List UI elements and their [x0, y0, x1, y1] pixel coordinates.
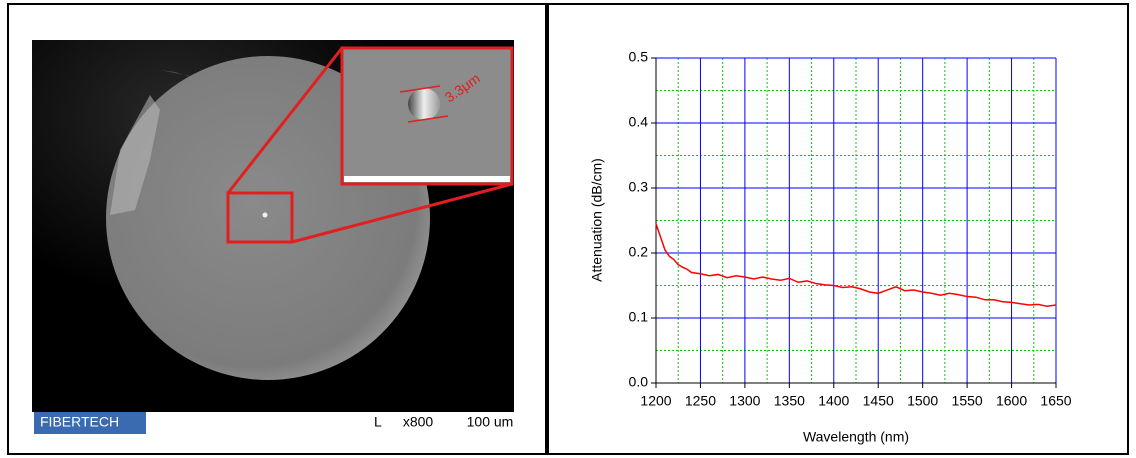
y-axis-title: Attenuation (dB/cm): [589, 158, 605, 282]
zoom-box: [226, 191, 294, 244]
core: [262, 212, 268, 218]
x-axis-title: Wavelength (nm): [803, 429, 909, 445]
inset-core: [408, 88, 440, 120]
measure-line: [407, 115, 449, 123]
x-tick-label: 1400: [818, 393, 849, 409]
x-tick-label: 1300: [729, 393, 760, 409]
data-line: [655, 223, 1057, 308]
x-tick-label: 1500: [907, 393, 938, 409]
y-tick-label: 0.1: [629, 309, 649, 325]
zoom-line: [291, 182, 513, 244]
y-tick-label: 0.4: [629, 114, 649, 130]
right-panel: [547, 3, 1129, 455]
logo-box: [34, 412, 146, 434]
x-tick-label: 1250: [685, 393, 716, 409]
scale-mode: L: [374, 414, 382, 430]
scale-label: 100 um: [467, 414, 514, 430]
magnification: x800: [403, 414, 434, 430]
x-tick-label: 1600: [996, 393, 1027, 409]
measure-line: [399, 85, 441, 93]
x-tick-label: 1550: [952, 393, 983, 409]
x-tick-label: 1650: [1040, 393, 1071, 409]
fiber-crack: [110, 95, 160, 215]
x-tick-label: 1200: [640, 393, 671, 409]
x-tick-label: 1350: [774, 393, 805, 409]
logo: FIBERTECH: [40, 414, 119, 430]
inset-bar: [344, 176, 510, 182]
zoom-line: [226, 47, 344, 194]
y-tick-label: 0.0: [629, 374, 649, 390]
y-tick-label: 0.3: [629, 179, 649, 195]
x-tick-label: 1450: [863, 393, 894, 409]
y-tick-label: 0.5: [629, 49, 649, 65]
y-tick-label: 0.2: [629, 244, 649, 260]
